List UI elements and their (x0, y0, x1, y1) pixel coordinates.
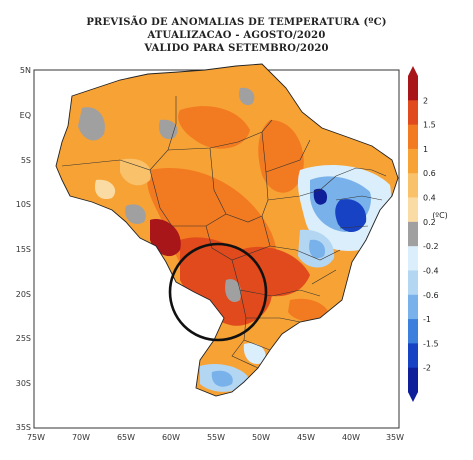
colorbar-level-label: -0.6 (423, 291, 439, 300)
colorbar-segment (408, 294, 418, 320)
lat-tick: 5N (20, 66, 31, 75)
lon-tick: 60W (162, 433, 180, 442)
colorbar-segment (408, 367, 418, 393)
title-line-1: PREVISÃO DE ANOMALIAS DE TEMPERATURA (ºC… (86, 17, 387, 28)
lon-tick: 35W (386, 433, 404, 442)
colorbar-unit: (ºC) (432, 211, 448, 220)
colorbar-segment (408, 100, 418, 126)
lon-tick: 45W (297, 433, 315, 442)
colorbar-segment (408, 173, 418, 199)
colorbar-segment (408, 270, 418, 296)
colorbar-segment (408, 76, 418, 101)
lat-tick: 15S (16, 245, 31, 254)
colorbar-segment (408, 343, 418, 369)
colorbar-segment (408, 148, 418, 174)
colorbar-level-label: -0.4 (423, 266, 439, 275)
colorbar-segment (408, 221, 418, 247)
lat-tick: 10S (16, 200, 31, 209)
highlight-circle (168, 242, 268, 342)
colorbar: 2 1.5 1 0.6 0.4 0.2 -0.2 -0.4 -0.6 -1 -1.5 -2 (408, 66, 439, 402)
colorbar-segment (408, 246, 418, 271)
lon-tick: 65W (117, 433, 135, 442)
lat-tick: 20S (16, 290, 31, 299)
lat-axis: 5N EQ 5S 10S 15S 20S 25S 30S 35S (16, 66, 31, 432)
lon-tick: 55W (207, 433, 225, 442)
colorbar-level-label: -2 (423, 364, 431, 373)
colorbar-level-label: 1.5 (423, 121, 436, 130)
lon-axis: 75W 70W 65W 60W 55W 50W 45W 40W 35W (27, 433, 404, 442)
colorbar-arrow-top (408, 66, 418, 76)
lat-tick: 35S (16, 423, 31, 432)
colorbar-level-label: 1 (423, 145, 428, 154)
colorbar-arrow-bottom (408, 392, 418, 402)
title-line-2: ATUALIZACAO - AGOSTO/2020 (147, 30, 326, 41)
lon-tick: 75W (27, 433, 45, 442)
lon-tick: 70W (72, 433, 90, 442)
map-title: PREVISÃO DE ANOMALIAS DE TEMPERATURA (ºC… (0, 16, 473, 55)
colorbar-level-label: 0.4 (423, 194, 436, 203)
lat-tick: 30S (16, 379, 31, 388)
colorbar-level-label: -0.2 (423, 242, 439, 251)
colorbar-level-label: -1 (423, 315, 431, 324)
lon-tick: 40W (342, 433, 360, 442)
lat-tick: EQ (20, 111, 31, 120)
title-line-3: VALIDO PARA SETEMBRO/2020 (144, 43, 329, 54)
state-borders (61, 96, 387, 369)
colorbar-segment (408, 197, 418, 223)
colorbar-level-label: -1.5 (423, 339, 439, 348)
lat-tick: 25S (16, 334, 31, 343)
colorbar-level-label: 0.6 (423, 169, 436, 178)
lat-tick: 5S (21, 156, 31, 165)
colorbar-level-label: 0.2 (423, 218, 436, 227)
colorbar-segment (408, 124, 418, 150)
colorbar-segment (408, 319, 418, 344)
colorbar-level-label: 2 (423, 96, 428, 105)
lon-tick: 50W (252, 433, 270, 442)
